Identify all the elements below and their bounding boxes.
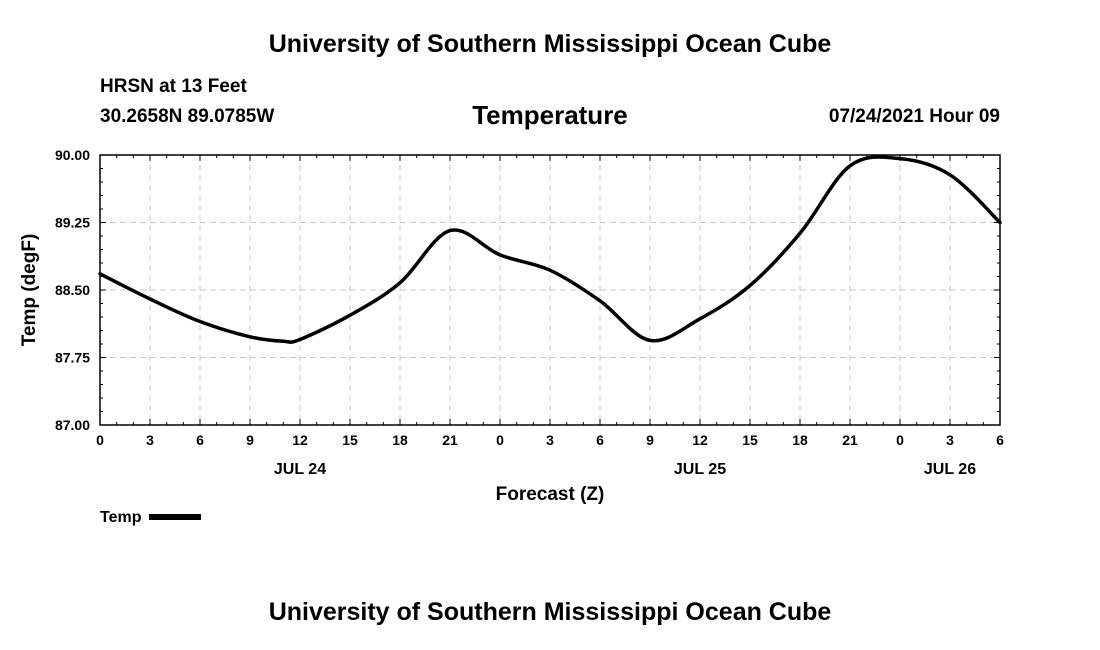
x-tick-label: 21 xyxy=(442,432,458,448)
x-tick-label: 6 xyxy=(996,432,1004,448)
x-tick-label: 21 xyxy=(842,432,858,448)
grid-lines xyxy=(100,155,1000,425)
x-tick-label: 9 xyxy=(246,432,254,448)
x-tick-label: 12 xyxy=(692,432,708,448)
x-tick-label: 18 xyxy=(392,432,408,448)
x-tick-label: 9 xyxy=(646,432,654,448)
footer-title: University of Southern Mississippi Ocean… xyxy=(268,598,832,626)
y-tick-label: 89.25 xyxy=(55,215,90,231)
x-tick-label: 3 xyxy=(546,432,554,448)
series-layer xyxy=(98,155,1002,344)
x-axis-title: Forecast (Z) xyxy=(496,484,605,505)
y-tick-label: 90.00 xyxy=(55,147,90,163)
x-tick-label: 18 xyxy=(792,432,808,448)
x-tick-label: 12 xyxy=(292,432,308,448)
x-tick-label: 0 xyxy=(496,432,504,448)
variable-title: Temperature xyxy=(472,100,628,130)
x-tick-label: 15 xyxy=(342,432,358,448)
station-label: HRSN at 13 Feet xyxy=(100,76,247,97)
x-tick-label: 3 xyxy=(946,432,954,448)
series-line-temp xyxy=(98,155,1002,344)
x-tick-label: 3 xyxy=(146,432,154,448)
axis-ticks xyxy=(99,154,1001,426)
x-tick-label: 6 xyxy=(196,432,204,448)
x-tick-label: 0 xyxy=(896,432,904,448)
valid-time: 07/24/2021 Hour 09 xyxy=(828,106,1000,127)
legend-line-swatch xyxy=(149,513,202,520)
x-tick-label: 6 xyxy=(596,432,604,448)
station-coordinates: 30.2658N 89.0785W xyxy=(100,106,275,127)
axis-labels: 0 3 6 9 12 15 18 21 0 3 6 9 12 15 18 21 0 3 6 87.00 87.75 88.… xyxy=(55,147,1004,478)
legend-label: Temp xyxy=(100,509,142,526)
y-tick-label: 87.75 xyxy=(55,350,90,366)
y-tick-label: 88.50 xyxy=(55,282,90,298)
x-tick-label: 0 xyxy=(96,432,104,448)
page-title: University of Southern Mississippi Ocean… xyxy=(268,30,832,58)
legend: Temp xyxy=(100,509,202,527)
date-label: JUL 25 xyxy=(674,461,726,478)
date-label: JUL 24 xyxy=(274,461,326,478)
x-tick-label: 15 xyxy=(742,432,758,448)
y-tick-label: 87.00 xyxy=(55,417,90,433)
date-label: JUL 26 xyxy=(924,461,976,478)
y-axis-title: Temp (degF) xyxy=(19,234,40,347)
